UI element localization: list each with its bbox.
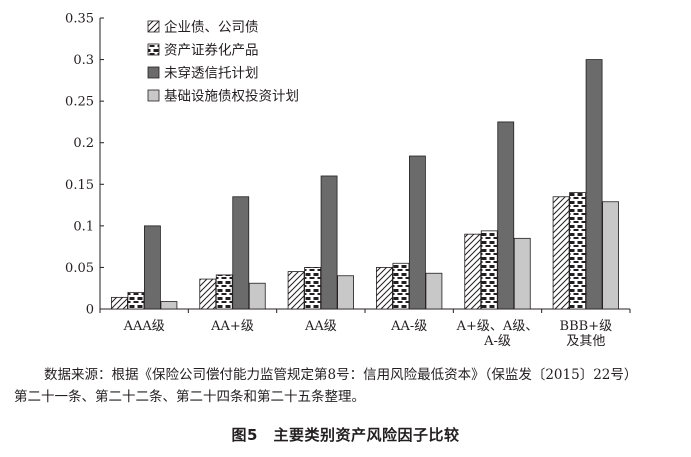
bar: [248, 282, 266, 310]
x-tick-label: AA-级: [390, 319, 427, 334]
bars: [111, 59, 619, 310]
y-axis: 0 0.05 0.1 0.15 0.2 0.25 0.3 0.35: [65, 12, 104, 318]
x-tick-label: A+级、A级、: [456, 319, 539, 334]
bar: [602, 201, 619, 310]
bar: [215, 274, 233, 310]
bar: [480, 230, 498, 310]
bar: [569, 192, 586, 310]
legend-label: 企业债、公司债: [164, 19, 259, 36]
bar: [320, 175, 338, 310]
x-tick-label: 及其他: [566, 334, 605, 349]
legend-swatch: [147, 43, 160, 56]
bar: [513, 237, 531, 310]
bar: [127, 291, 145, 310]
y-tick-label: 0.3: [73, 53, 94, 68]
legend-swatch: [147, 66, 160, 79]
x-tick-label: BBB+级: [560, 319, 613, 334]
y-tick-label: 0.1: [73, 219, 94, 234]
legend-label: 基础设施债权投资计划: [164, 88, 299, 105]
bar: [199, 278, 217, 310]
bar: [552, 196, 570, 310]
y-tick-label: 0: [86, 303, 94, 318]
bar: [337, 275, 354, 310]
bar: [392, 262, 410, 310]
figure-caption: 图5 主要类别资产风险因子比较: [231, 426, 460, 444]
x-tick-label: A-级: [483, 334, 511, 349]
bar: [464, 233, 482, 310]
source-note-line-1: 数据来源：根据《保险公司偿付能力监管规定第8号：信用风险最低资本》（保监发〔20…: [44, 367, 638, 383]
bar: [144, 225, 161, 310]
x-axis: [99, 308, 631, 313]
y-tick-label: 0.05: [65, 261, 94, 276]
x-tick-label: AA+级: [210, 319, 254, 334]
legend-label: 资产证券化产品: [164, 43, 259, 59]
legend-label: 未穿透信托计划: [164, 66, 259, 82]
bar: [160, 301, 178, 310]
y-tick-label: 0.35: [65, 12, 94, 27]
y-tick-label: 0.15: [65, 178, 94, 193]
source-note-line-2: 第二十一条、第二十二条、第二十四条和第二十五条整理。: [14, 389, 365, 405]
bar: [232, 196, 250, 310]
bar-chart: 00.050.10.150.20.250.30.35 AAA级 AA+级 AA级 AA…: [65, 12, 631, 349]
bar: [111, 296, 128, 310]
legend-swatch: [147, 20, 160, 33]
bar: [497, 121, 515, 310]
x-tick-label: AAA级: [123, 319, 165, 334]
bar: [585, 59, 603, 310]
bar: [304, 267, 321, 310]
bar: [425, 272, 443, 310]
bar: [409, 155, 426, 310]
legend-swatch: [147, 89, 160, 102]
bar: [287, 271, 305, 310]
source-note: 数据来源：根据《保险公司偿付能力监管规定第8号：信用风险最低资本》（保监发〔20…: [14, 364, 682, 408]
x-tick-label: AA级: [304, 319, 337, 334]
bar: [376, 267, 393, 310]
y-tick-label: 0.25: [65, 95, 94, 110]
y-tick-label: 0.2: [73, 136, 94, 151]
